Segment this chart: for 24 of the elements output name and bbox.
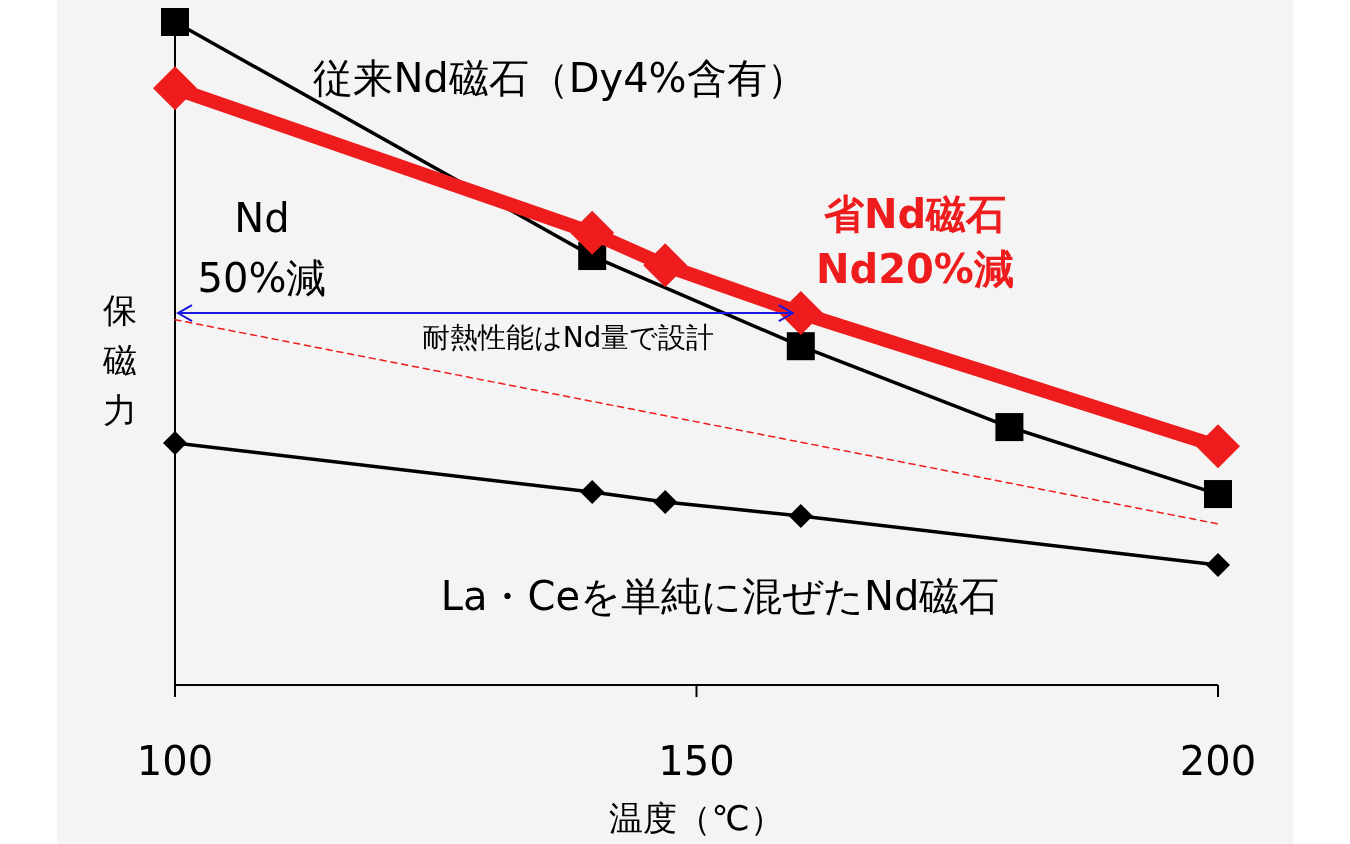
point [580,480,605,505]
y-axis-title: 保磁力 [102,290,137,430]
point [1196,424,1240,469]
point [153,66,197,111]
point [786,332,815,361]
x-tick-label: 150 [658,738,735,784]
point [788,503,813,528]
series-label: 従来Nd磁石（Dy4%含有） [313,55,807,101]
point [570,210,615,255]
point [995,413,1024,442]
point [643,243,688,288]
x-tick-label: 200 [1179,738,1257,784]
point [778,291,823,336]
series-label: 省Nd磁石 Nd20%減 [816,191,1014,292]
x-tick-label: 100 [136,738,214,784]
annotation: Nd 50%減 [197,195,327,301]
point [653,490,678,515]
point [163,431,187,456]
series-label: La・Ceを単純に混ぜたNd磁石 [440,573,1000,619]
x-axis-title: 温度（℃） [609,798,784,838]
point [1204,480,1232,509]
annotation: 耐熱性能はNd量で設計 [421,321,715,355]
point [161,8,189,36]
point [1206,553,1230,577]
